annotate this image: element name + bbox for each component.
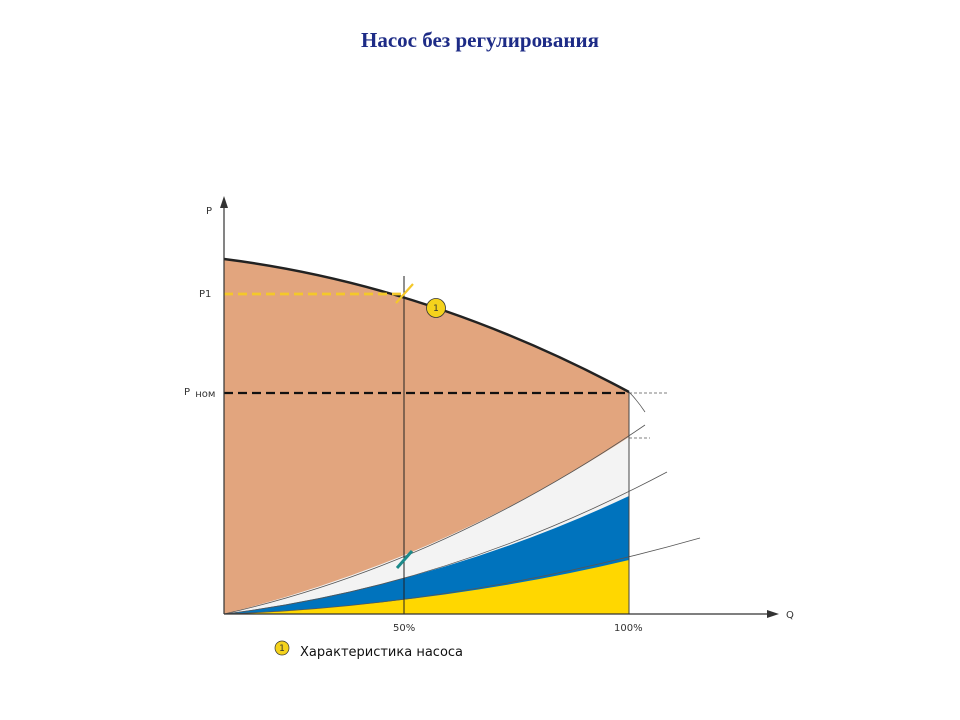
pump-curve-extension	[628, 391, 646, 413]
legend-badge	[274, 640, 290, 656]
legend-text: Характеристика насоса	[300, 645, 463, 660]
system-curve-middle	[223, 471, 668, 615]
tick-50-label: 50%	[393, 623, 415, 634]
x-axis-arrow	[767, 610, 779, 618]
valve-point-marker	[395, 550, 414, 569]
tick-100-label: 100%	[614, 623, 643, 634]
callout-number: 1	[433, 304, 439, 314]
p1-label: P1	[199, 289, 211, 300]
slide-title: Насос без регулирования	[361, 28, 599, 52]
system-curve-upper	[223, 424, 646, 615]
power-band-yellow	[224, 560, 629, 614]
pnom-label: P ном	[184, 387, 215, 400]
system-curve-lower	[223, 537, 701, 615]
legend-badge-number: 1	[279, 644, 285, 654]
callout-circle	[426, 298, 446, 318]
y-axis-arrow	[220, 196, 228, 208]
operating-point-marker	[395, 283, 414, 304]
x-axis-label: Q	[786, 610, 794, 621]
y-axis-label: P	[206, 206, 212, 217]
legend: 1 Характеристика насоса	[274, 640, 463, 660]
pump-curve-callout: 1	[426, 298, 446, 318]
